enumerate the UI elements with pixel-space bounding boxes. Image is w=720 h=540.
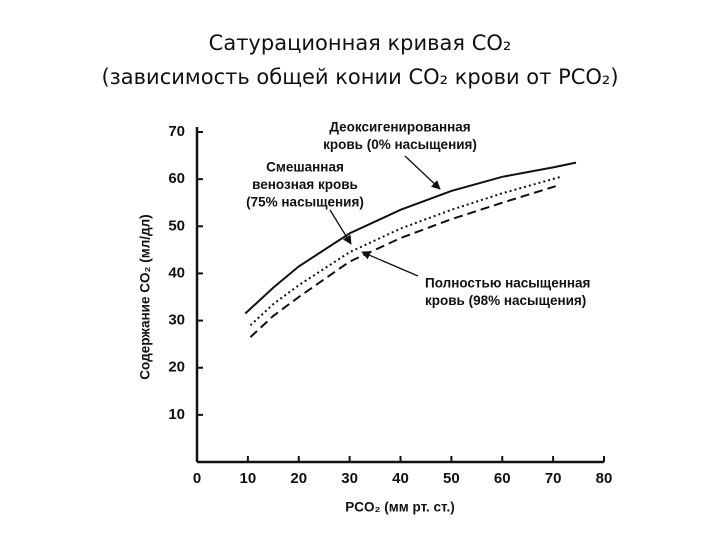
x-tick-label: 10 [240,470,257,487]
title-line: Сатурационная кривая CO₂ [209,31,512,55]
line-series [249,175,562,327]
annotation: кровь (98% насыщения) [425,293,586,308]
x-tick-label: 60 [494,470,511,487]
annotation: кровь (0% насыщения) [323,137,477,152]
x-tick-label: 80 [596,470,613,487]
annotation: венозная кровь [252,177,358,192]
annotation: Деоксигенированная [329,120,470,135]
annotation: Смешанная [266,160,344,175]
arrow [361,251,419,277]
annotation: Полностью насыщенная [425,276,590,291]
x-tick-label: 20 [290,470,307,487]
y-axis-label: Содержание CO₂ (мл/дл) [138,214,153,379]
annotation: (75% насыщения) [246,195,364,210]
line-series [249,185,556,338]
x-tick-label: 30 [341,470,358,487]
y-tick-label: 50 [168,217,185,234]
y-tick-label: 40 [168,264,185,281]
x-tick-label: 70 [545,470,562,487]
y-tick-label: 60 [168,170,185,187]
x-tick-label: 50 [443,470,460,487]
y-tick-label: 30 [168,312,185,329]
x-axis-label: PCO₂ (мм рт. ст.) [345,500,454,515]
x-tick-label: 0 [193,470,201,487]
x-tick-label: 40 [392,470,409,487]
y-tick-label: 10 [168,406,185,423]
line-series [244,161,577,315]
arrow [329,209,352,245]
y-tick-label: 20 [168,359,185,376]
title-line: (зависимость общей конии CO₂ крови от PC… [101,65,618,89]
y-tick-label: 70 [168,123,185,140]
arrow [404,155,441,190]
